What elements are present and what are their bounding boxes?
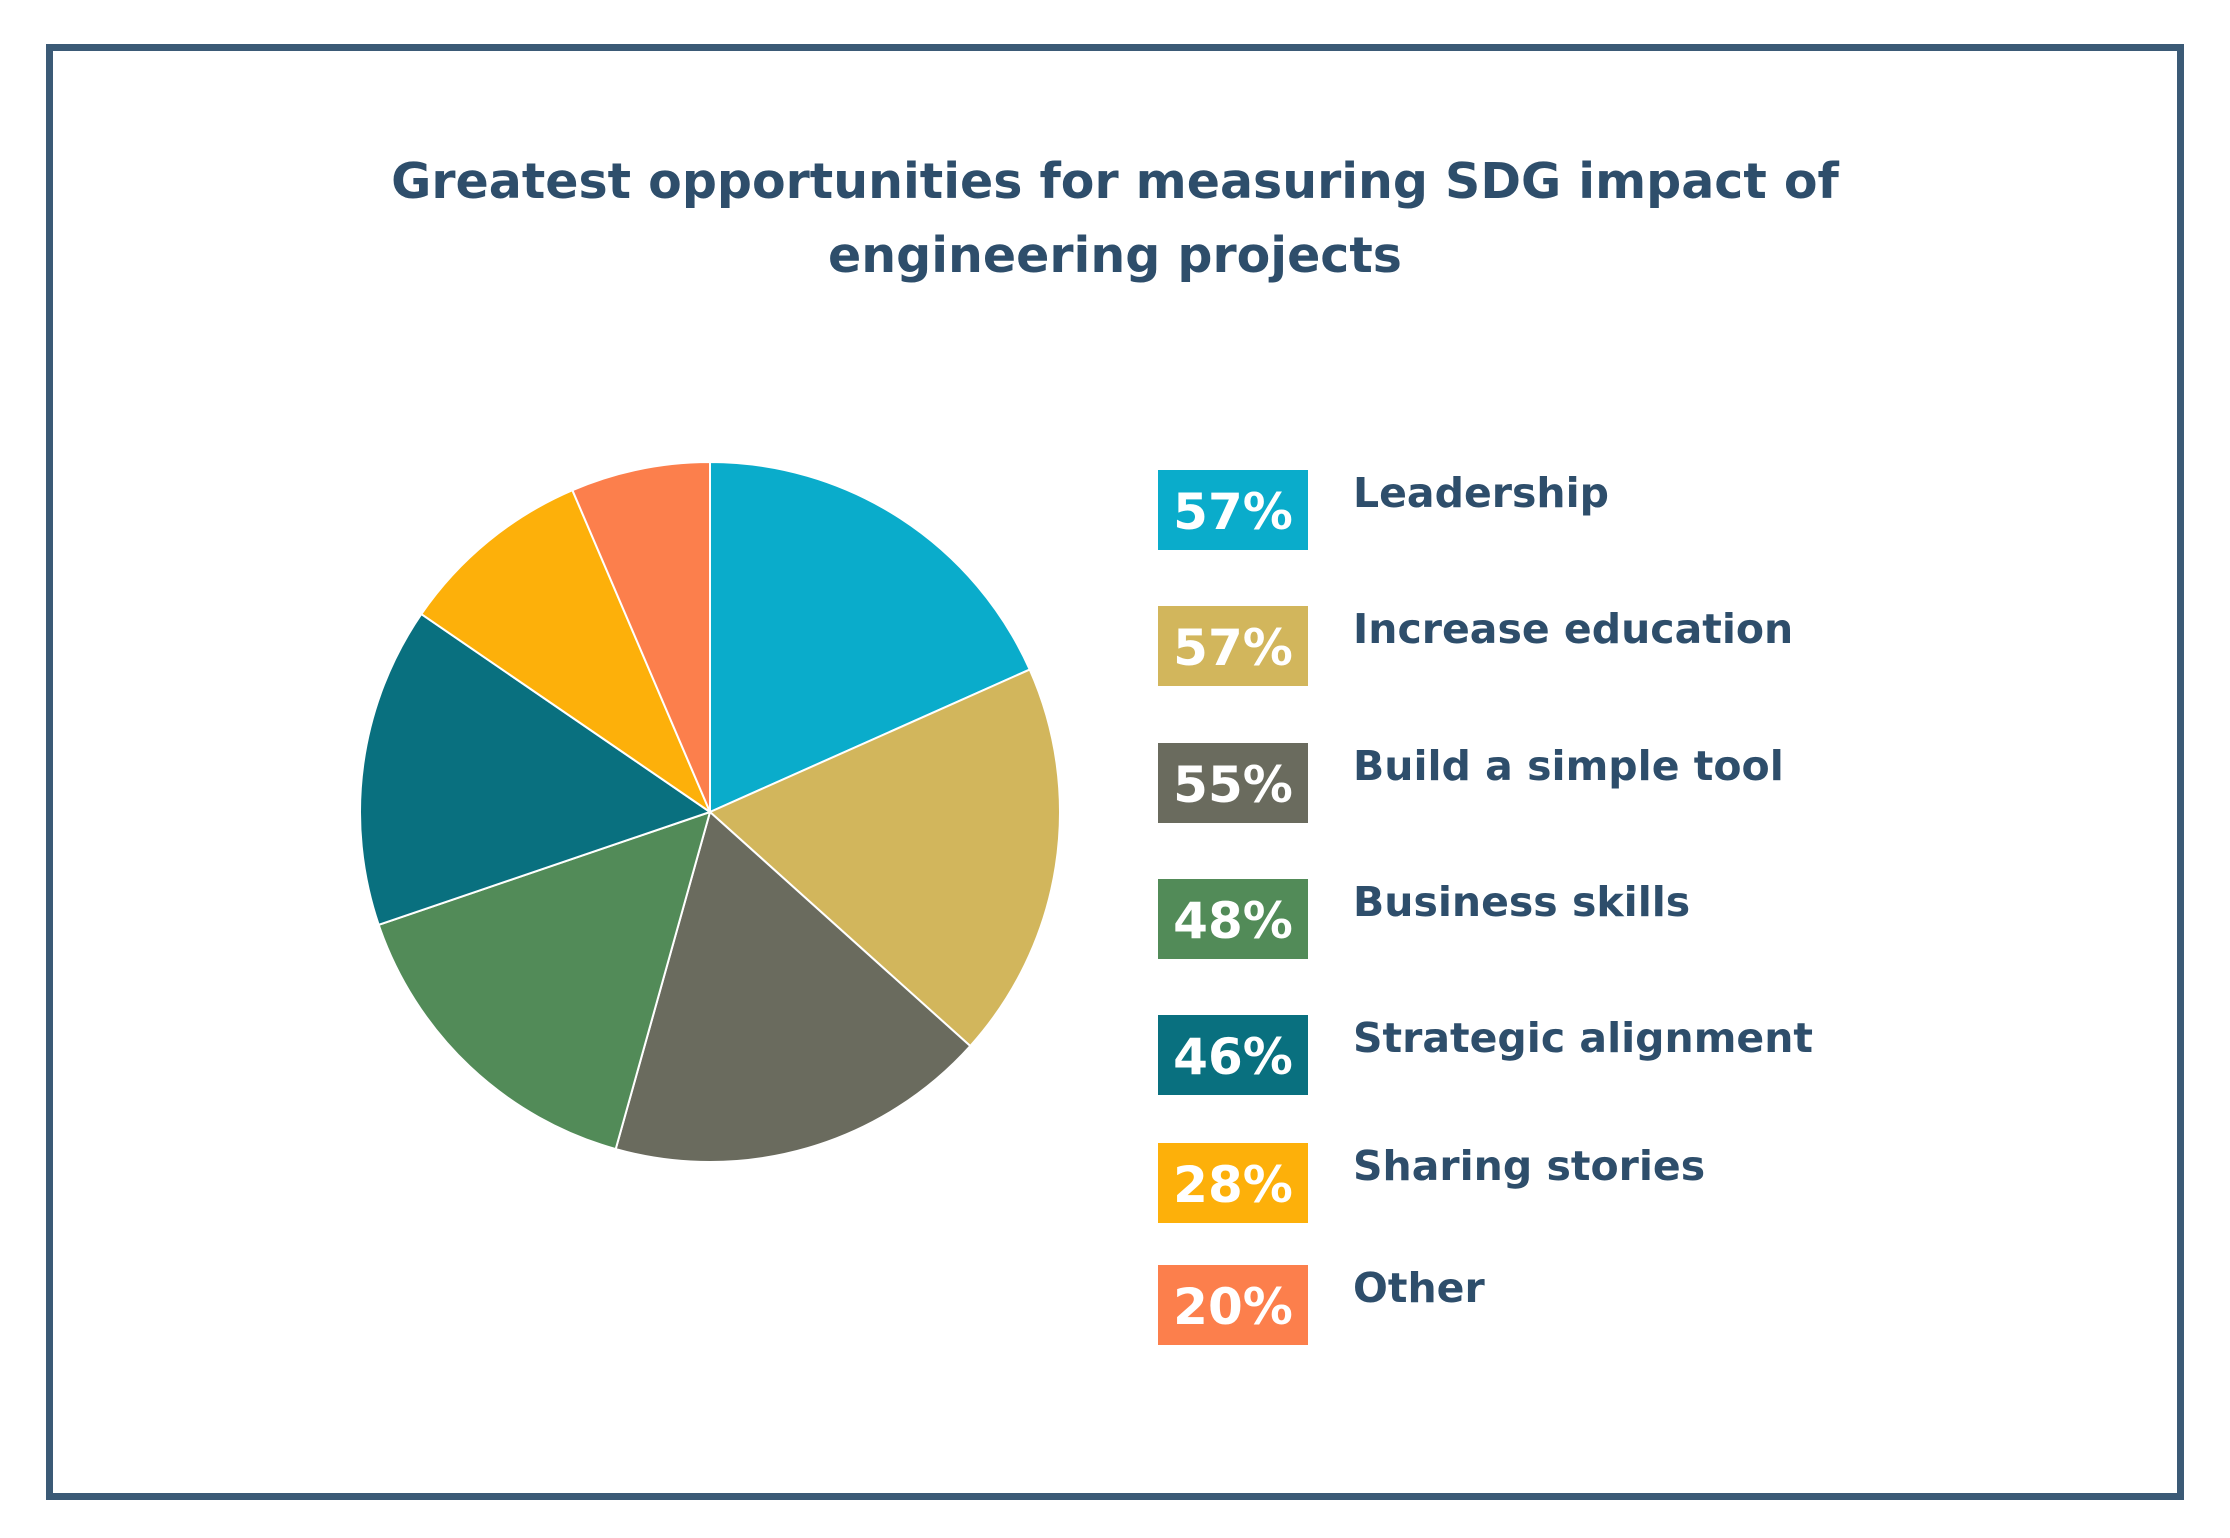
chart-legend: 57% Leadership 57% Increase education 55% Bui… <box>1158 469 2058 1350</box>
legend-item-other: 20% Other <box>1158 1264 2058 1347</box>
chart-title: Greatest opportunities for measuring SDG… <box>300 145 1930 293</box>
legend-value-other: 20% <box>1158 1265 1308 1345</box>
legend-label-increase-education: Increase education <box>1353 605 1794 653</box>
legend-value-strategic-alignment: 46% <box>1158 1015 1308 1095</box>
legend-label-sharing-stories: Sharing stories <box>1353 1142 1706 1190</box>
legend-label-other: Other <box>1353 1264 1485 1312</box>
legend-label-strategic-alignment: Strategic alignment <box>1353 1014 1814 1062</box>
legend-label-leadership: Leadership <box>1353 469 1609 517</box>
legend-item-business-skills: 48% Business skills <box>1158 878 2058 961</box>
pie-slice-leadership <box>709 461 1031 813</box>
legend-value-sharing-stories: 28% <box>1158 1143 1308 1223</box>
legend-item-increase-education: 57% Increase education <box>1158 605 2058 688</box>
legend-value-leadership: 57% <box>1158 470 1308 550</box>
legend-item-sharing-stories: 28% Sharing stories <box>1158 1142 2058 1225</box>
legend-value-business-skills: 48% <box>1158 879 1308 959</box>
legend-item-leadership: 57% Leadership <box>1158 469 2058 552</box>
legend-label-business-skills: Business skills <box>1353 878 1691 926</box>
pie-chart <box>359 461 1061 1163</box>
pie-slice-strategic-alignment <box>359 613 711 926</box>
legend-item-strategic-alignment: 46% Strategic alignment <box>1158 1014 2058 1097</box>
legend-value-build-a-simple-tool: 55% <box>1158 743 1308 823</box>
pie-slice-build-a-simple-tool <box>614 811 972 1163</box>
pie-slice-sharing-stories <box>420 489 711 813</box>
pie-slice-increase-education <box>709 668 1061 1048</box>
pie-slice-business-skills <box>377 811 711 1151</box>
legend-item-build-a-simple-tool: 55% Build a simple tool <box>1158 742 2058 825</box>
chart-title-line-2: engineering projects <box>828 227 1402 284</box>
chart-title-line-1: Greatest opportunities for measuring SDG… <box>391 153 1839 210</box>
pie-slice-other <box>571 461 711 813</box>
legend-value-increase-education: 57% <box>1158 606 1308 686</box>
legend-label-build-a-simple-tool: Build a simple tool <box>1353 742 1784 790</box>
